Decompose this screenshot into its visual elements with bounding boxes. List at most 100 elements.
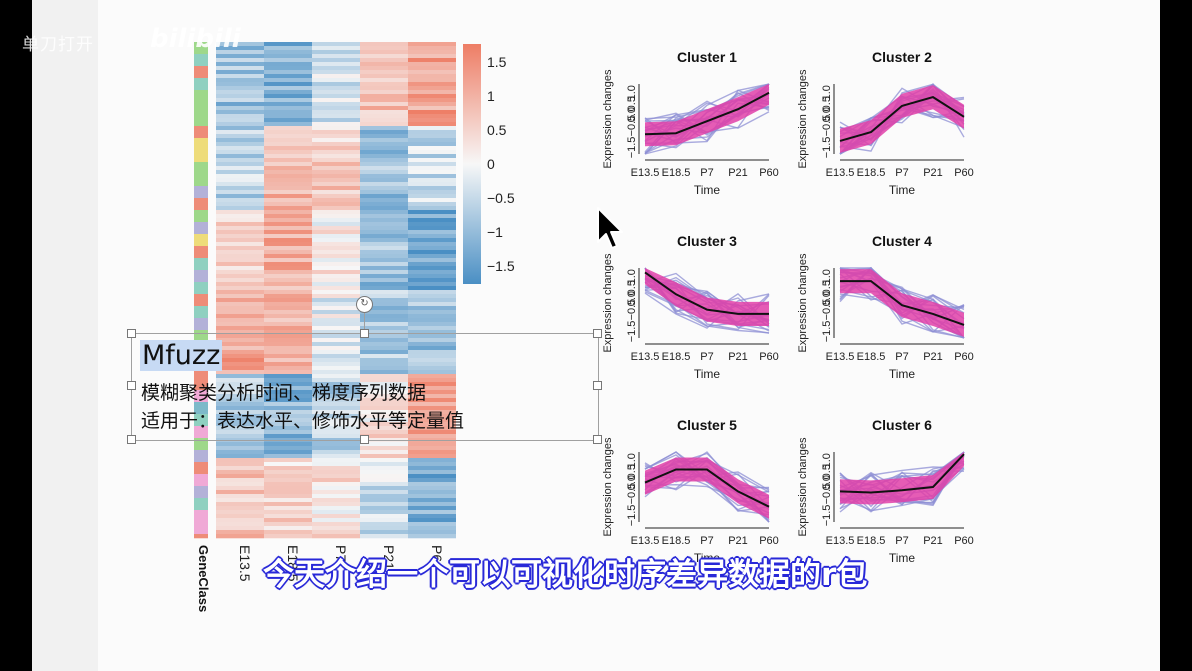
- heatmap-cell: [216, 326, 264, 331]
- y-tick-label: 1.0: [821, 269, 833, 284]
- y-tick-label: 0.0: [626, 475, 638, 490]
- centroid-line: [644, 468, 770, 508]
- heatmap-cell: [312, 326, 360, 331]
- heatmap-cell: [216, 390, 264, 395]
- gene-class-cell: [194, 506, 208, 511]
- heatmap-cell: [360, 446, 408, 451]
- resize-handle-top[interactable]: [360, 329, 369, 338]
- heatmap-cell: [360, 182, 408, 187]
- heatmap-cell: [408, 494, 456, 499]
- heatmap-cell: [312, 154, 360, 159]
- heatmap-cell: [408, 454, 456, 459]
- heatmap-cell: [360, 410, 408, 415]
- heatmap-cell: [216, 246, 264, 251]
- heatmap-cell: [408, 114, 456, 119]
- heatmap-cell: [408, 182, 456, 187]
- heatmap-cell: [360, 462, 408, 467]
- heatmap-column-label: E13.5: [237, 545, 253, 582]
- heatmap-cell: [312, 318, 360, 323]
- resize-handle-bottom-left[interactable]: [127, 435, 136, 444]
- heatmap-cell: [264, 346, 312, 351]
- heatmap-cell: [264, 386, 312, 391]
- textbox-title[interactable]: Mfuzz: [140, 340, 223, 371]
- resize-handle-bottom-right[interactable]: [593, 435, 602, 444]
- heatmap-cell: [360, 302, 408, 307]
- heatmap-cell: [360, 178, 408, 183]
- heatmap-cell: [360, 454, 408, 459]
- gene-class-cell: [194, 214, 208, 219]
- heatmap-cell: [360, 310, 408, 315]
- heatmap-cell: [264, 410, 312, 415]
- heatmap-cell: [408, 130, 456, 135]
- gene-class-cell: [194, 534, 208, 539]
- textbox-line-1[interactable]: 模糊聚类分析时间、梯度序列数据: [141, 382, 427, 404]
- heatmap-cell: [312, 62, 360, 67]
- heatmap-cell: [264, 470, 312, 475]
- heatmap-cell: [264, 426, 312, 431]
- heatmap-cell: [216, 270, 264, 275]
- heatmap-cell: [216, 118, 264, 123]
- gene-class-cell: [194, 474, 208, 479]
- heatmap-cell: [408, 110, 456, 115]
- resize-handle-top-left[interactable]: [127, 329, 136, 338]
- heatmap-cell: [216, 218, 264, 223]
- heatmap-cell: [408, 282, 456, 287]
- heatmap-cell: [264, 518, 312, 523]
- heatmap-cell: [360, 526, 408, 531]
- heatmap-cell: [264, 106, 312, 111]
- heatmap-cell: [264, 130, 312, 135]
- heatmap-cell: [408, 106, 456, 111]
- heatmap-cell: [216, 130, 264, 135]
- heatmap-cell: [408, 238, 456, 243]
- heatmap-cell: [264, 290, 312, 295]
- heatmap-cell: [264, 474, 312, 479]
- heatmap-cell: [360, 334, 408, 339]
- heatmap-cell: [216, 486, 264, 491]
- heatmap-cell: [360, 282, 408, 287]
- heatmap-cell: [408, 410, 456, 415]
- heatmap-cell: [216, 374, 264, 379]
- heatmap-cell: [264, 182, 312, 187]
- heatmap-cell: [312, 50, 360, 55]
- core-band: [840, 269, 964, 337]
- heatmap-cell: [360, 42, 408, 47]
- heatmap-cell: [216, 394, 264, 399]
- gene-class-cell: [194, 510, 208, 515]
- heatmap-cell: [408, 330, 456, 335]
- heatmap-cell: [408, 234, 456, 239]
- gene-class-cell: [194, 58, 208, 63]
- heatmap-cell: [312, 58, 360, 63]
- x-tick-label: P21: [728, 167, 748, 179]
- gene-class-cell: [194, 394, 208, 399]
- heatmap-cell: [360, 146, 408, 151]
- heatmap-cell: [408, 402, 456, 407]
- textbox-line-2[interactable]: 适用于：表达水平、修饰水平等定量值: [141, 410, 465, 432]
- heatmap-cell: [408, 362, 456, 367]
- member-line: [644, 292, 770, 329]
- heatmap-cell: [216, 230, 264, 235]
- heatmap-cell: [312, 82, 360, 87]
- heatmap-cell: [264, 338, 312, 343]
- heatmap-cell: [264, 398, 312, 403]
- heatmap-cell: [216, 338, 264, 343]
- y-tick-label: 0.5: [821, 280, 833, 295]
- heatmap-cell: [264, 62, 312, 67]
- heatmap-cell: [312, 42, 360, 47]
- resize-handle-left[interactable]: [127, 381, 136, 390]
- heatmap-cell: [312, 306, 360, 311]
- heatmap-cell: [312, 446, 360, 451]
- heatmap-cell: [312, 458, 360, 463]
- heatmap-cell: [408, 262, 456, 267]
- heatmap-cell: [216, 434, 264, 439]
- heatmap-cell: [312, 138, 360, 143]
- resize-handle-bottom[interactable]: [360, 435, 369, 444]
- heatmap-cell: [408, 426, 456, 431]
- rotate-handle-icon[interactable]: ↻: [356, 296, 373, 313]
- resize-handle-right[interactable]: [593, 381, 602, 390]
- heatmap-cell: [360, 358, 408, 363]
- gene-class-cell: [194, 374, 208, 379]
- heatmap-cell: [312, 226, 360, 231]
- heatmap-cell: [312, 334, 360, 339]
- resize-handle-top-right[interactable]: [593, 329, 602, 338]
- heatmap-cell: [408, 398, 456, 403]
